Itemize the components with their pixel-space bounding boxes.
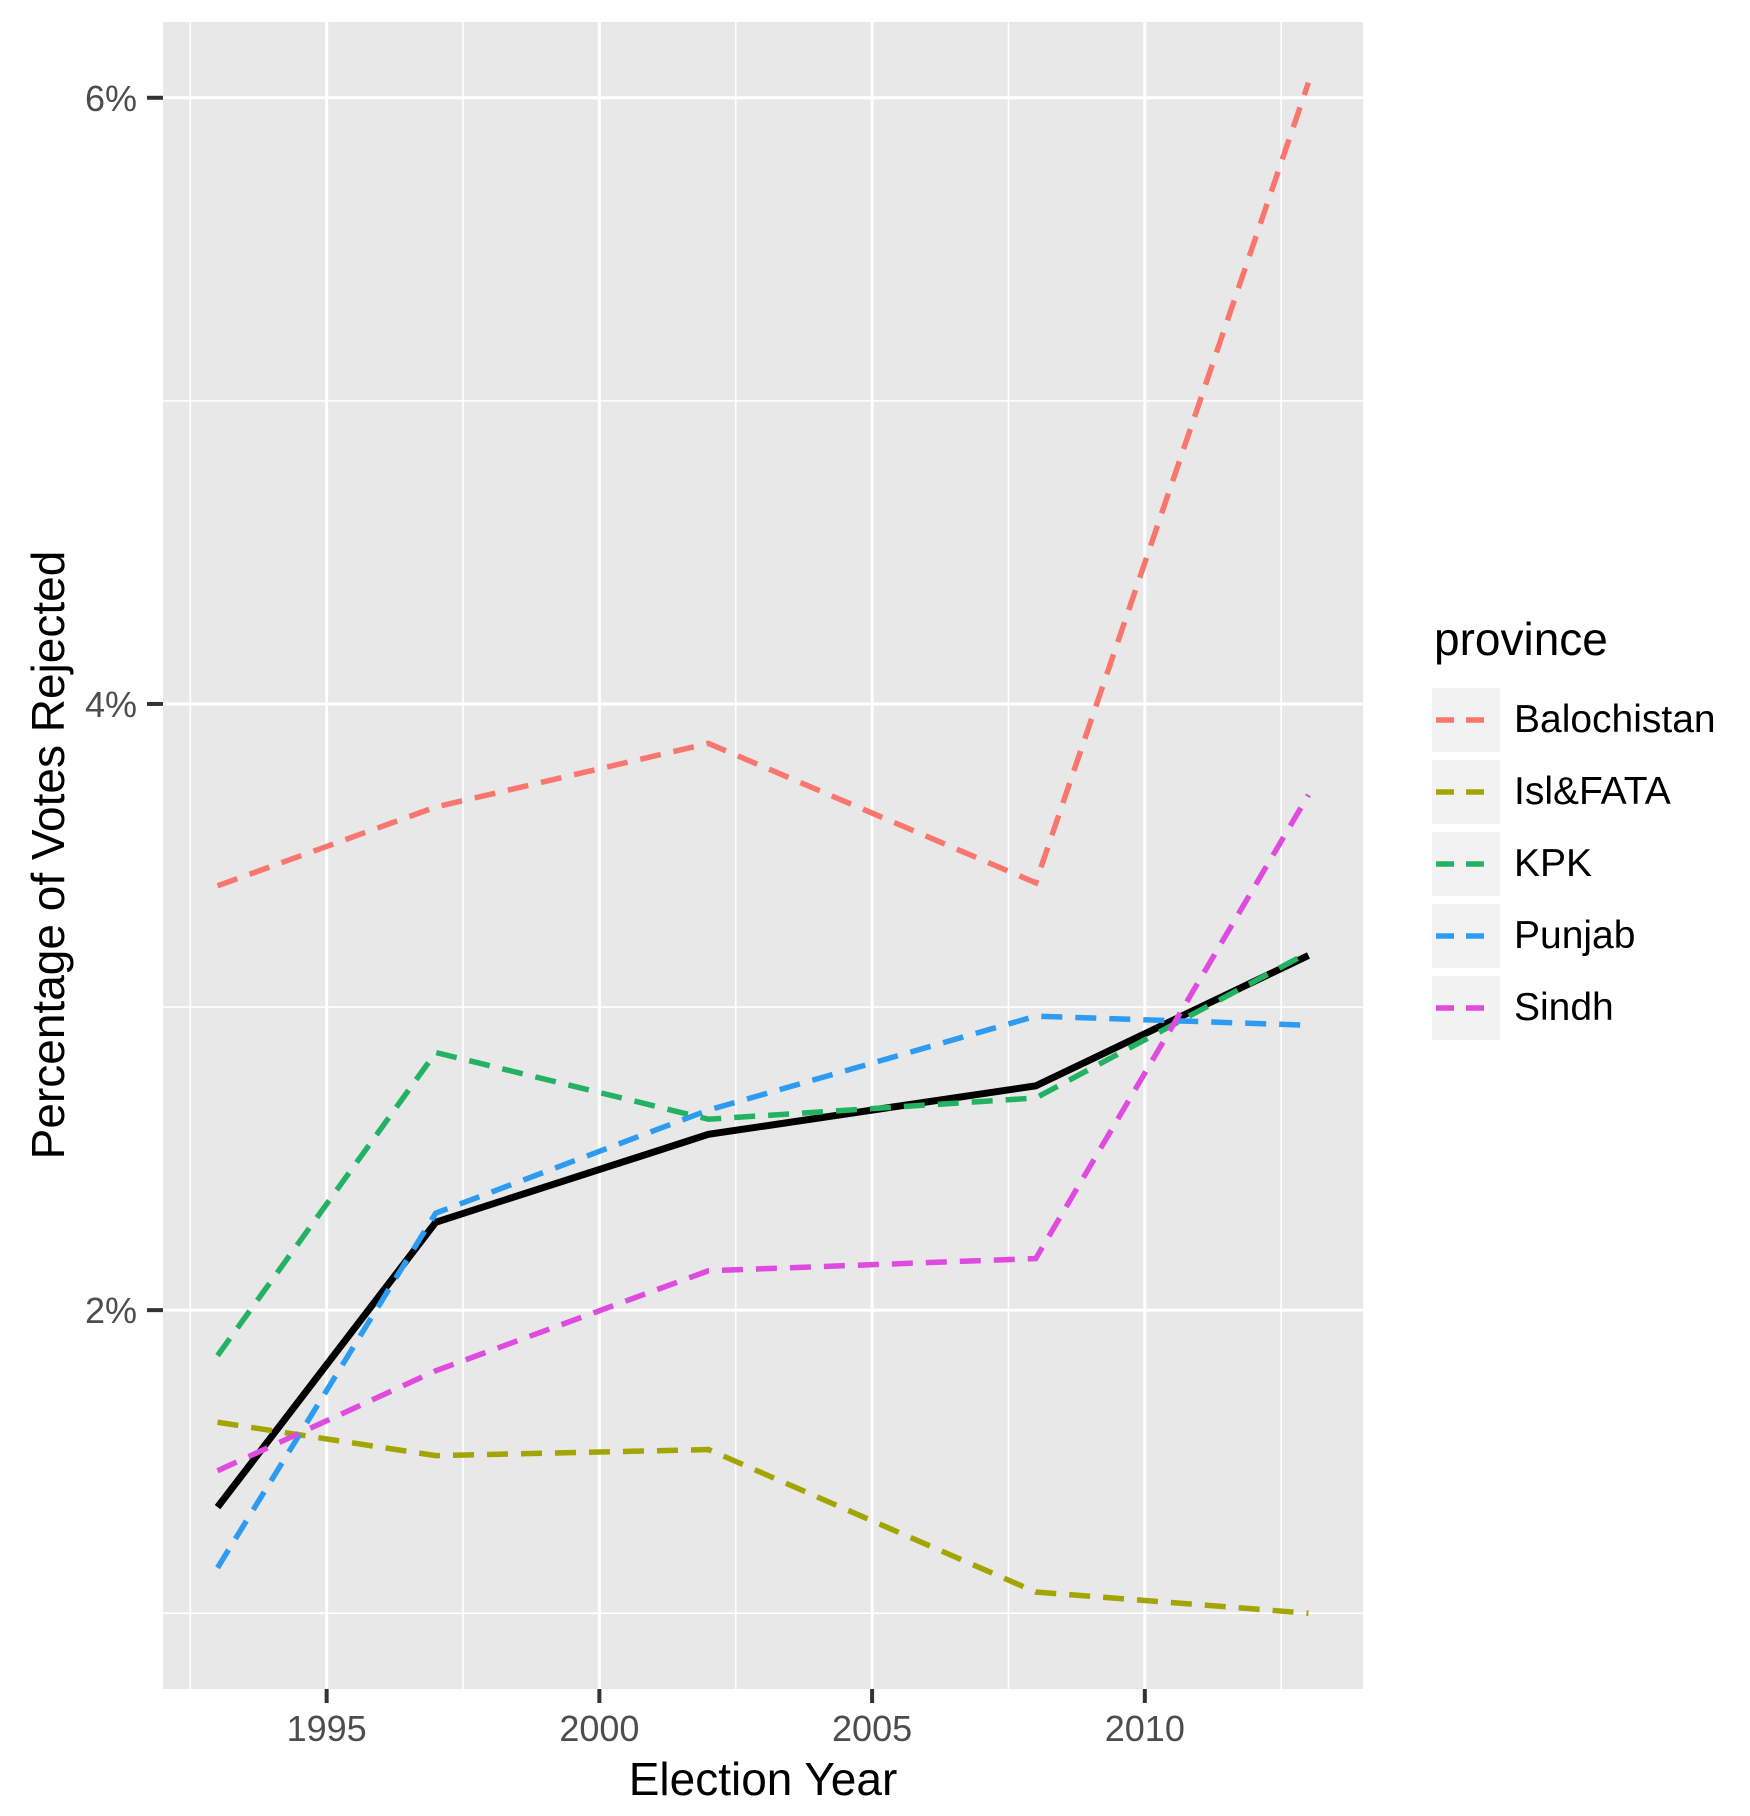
legend-row-balochistan: Balochistan (1432, 688, 1716, 752)
legend-key-line-icon (1436, 717, 1496, 723)
y-axis-title: Percentage of Votes Rejected (22, 550, 74, 1160)
legend-key-swatch (1432, 976, 1500, 1040)
series-line-kpk (215, 950, 1310, 1358)
legend-label: Sindh (1514, 986, 1614, 1029)
panel-background (163, 22, 1363, 1689)
legend-rows: Balochistan Isl&FATA KPK Punjab Sindh (1432, 688, 1716, 1040)
legend-key-swatch (1432, 688, 1500, 752)
x-tick-label: 2010 (1105, 1708, 1185, 1749)
legend-label: KPK (1514, 842, 1593, 885)
legend-key-swatch (1432, 904, 1500, 968)
legend-label: Isl&FATA (1514, 770, 1671, 813)
legend-key-line-icon (1436, 1005, 1496, 1011)
series-line-balochistan (216, 81, 1312, 889)
legend-label: Balochistan (1514, 698, 1716, 741)
legend-title: province (1434, 613, 1608, 665)
legend-key-line-icon (1436, 861, 1496, 867)
legend-row-punjab: Punjab (1432, 904, 1716, 968)
series-line-sindh (216, 793, 1311, 1474)
legend-row-kpk: KPK (1432, 832, 1716, 896)
legend-key-swatch (1432, 760, 1500, 824)
x-tick-label: 1995 (287, 1708, 367, 1749)
legend-key-line-icon (1436, 789, 1496, 795)
legend-row-isl-fata: Isl&FATA (1432, 760, 1716, 824)
legend: province Balochistan Isl&FATA KPK Punjab Sin… (1432, 612, 1716, 1048)
y-tick-label: 4% (85, 684, 137, 725)
x-tick-label: 2000 (559, 1708, 639, 1749)
legend-row-sindh: Sindh (1432, 976, 1716, 1040)
legend-key-swatch (1432, 832, 1500, 896)
series-line-overall (214, 952, 1310, 1510)
x-axis-title: Election Year (628, 1753, 898, 1805)
series-line-punjab (215, 1013, 1309, 1570)
y-tick-label: 2% (85, 1290, 137, 1331)
y-tick-label: 6% (85, 78, 137, 119)
series-line-isl-fata (217, 1419, 1309, 1616)
legend-key-line-icon (1436, 933, 1496, 939)
x-tick-label: 2005 (832, 1708, 912, 1749)
legend-label: Punjab (1514, 914, 1636, 957)
